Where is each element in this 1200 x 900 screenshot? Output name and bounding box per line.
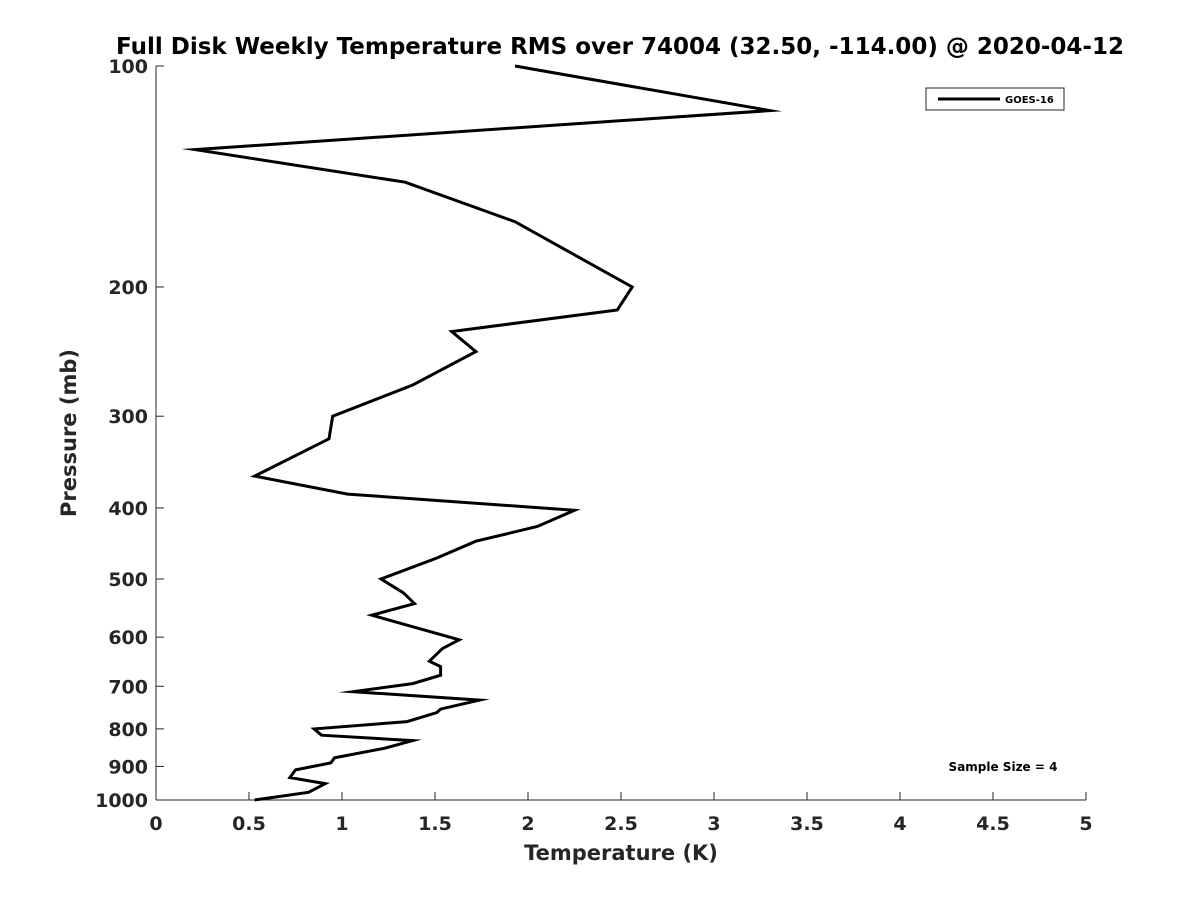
x-tick-label: 0 [149, 813, 162, 835]
legend-entry-goes-16: GOES-16 [1005, 95, 1054, 106]
series-layer [195, 66, 770, 800]
x-tick-label: 5 [1079, 813, 1092, 835]
series-line-goes-16 [195, 66, 770, 800]
y-tick-label: 100 [108, 56, 148, 78]
y-tick-label: 600 [108, 627, 148, 649]
x-axis-ticks: 0 0.5 1 1.5 2 2.5 3 3.5 4 4.5 5 [149, 792, 1092, 835]
chart-title: Full Disk Weekly Temperature RMS over 74… [116, 34, 1124, 60]
y-tick-label: 500 [108, 569, 148, 591]
legend: GOES-16 [926, 88, 1064, 110]
x-axis-label: Temperature (K) [524, 841, 718, 865]
x-tick-label: 1 [335, 813, 348, 835]
y-tick-label: 900 [108, 756, 148, 778]
x-tick-label: 3 [707, 813, 720, 835]
x-tick-label: 4.5 [976, 813, 1010, 835]
x-tick-label: 1.5 [418, 813, 452, 835]
plot-area [156, 66, 1086, 800]
x-tick-label: 4 [893, 813, 906, 835]
y-tick-label: 1000 [95, 790, 148, 812]
y-axis-label: Pressure (mb) [57, 349, 81, 517]
y-tick-label: 200 [108, 277, 148, 299]
x-tick-label: 2 [521, 813, 534, 835]
x-tick-label: 0.5 [232, 813, 266, 835]
sample-size-annotation: Sample Size = 4 [949, 760, 1058, 774]
y-tick-label: 300 [108, 406, 148, 428]
y-axis-ticks: 100 200 300 400 500 600 700 800 900 1000 [95, 56, 164, 812]
y-tick-label: 800 [108, 719, 148, 741]
y-tick-label: 700 [108, 676, 148, 698]
x-tick-label: 3.5 [790, 813, 824, 835]
y-tick-label: 400 [108, 498, 148, 520]
x-tick-label: 2.5 [604, 813, 638, 835]
